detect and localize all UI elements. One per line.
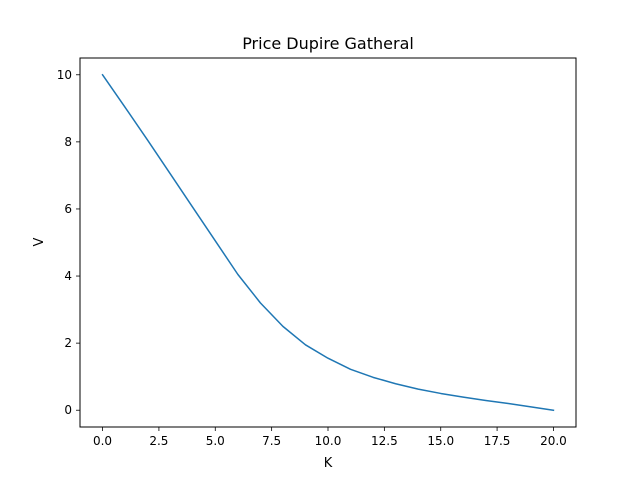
y-tick-label: 6	[64, 202, 72, 216]
y-tick-label: 4	[64, 269, 72, 283]
y-axis-label: V	[32, 237, 47, 246]
y-tick-label: 8	[64, 135, 72, 149]
y-tick-label: 2	[64, 336, 72, 350]
plot-area	[101, 73, 555, 412]
x-tick-label: 0.0	[93, 434, 112, 448]
x-axis-label: K	[324, 456, 333, 471]
y-tick-label: 10	[57, 68, 72, 82]
x-tick-label: 17.5	[484, 434, 511, 448]
x-tick-label: 15.0	[427, 434, 454, 448]
x-tick-label: 12.5	[371, 434, 398, 448]
x-tick-label: 7.5	[262, 434, 281, 448]
x-tick-label: 10.0	[315, 434, 342, 448]
chart-title: Price Dupire Gatheral	[242, 34, 414, 53]
y-axis: 0 2 4 6 8 10	[57, 68, 80, 417]
x-tick-label: 5.0	[206, 434, 225, 448]
x-axis: 0.0 2.5 5.0 7.5 10.0 12.5 15.0 17.5 20.0	[93, 427, 567, 448]
series-line-0	[101, 73, 555, 412]
y-tick-label: 0	[64, 403, 72, 417]
x-tick-label: 2.5	[149, 434, 168, 448]
x-tick-label: 20.0	[540, 434, 567, 448]
